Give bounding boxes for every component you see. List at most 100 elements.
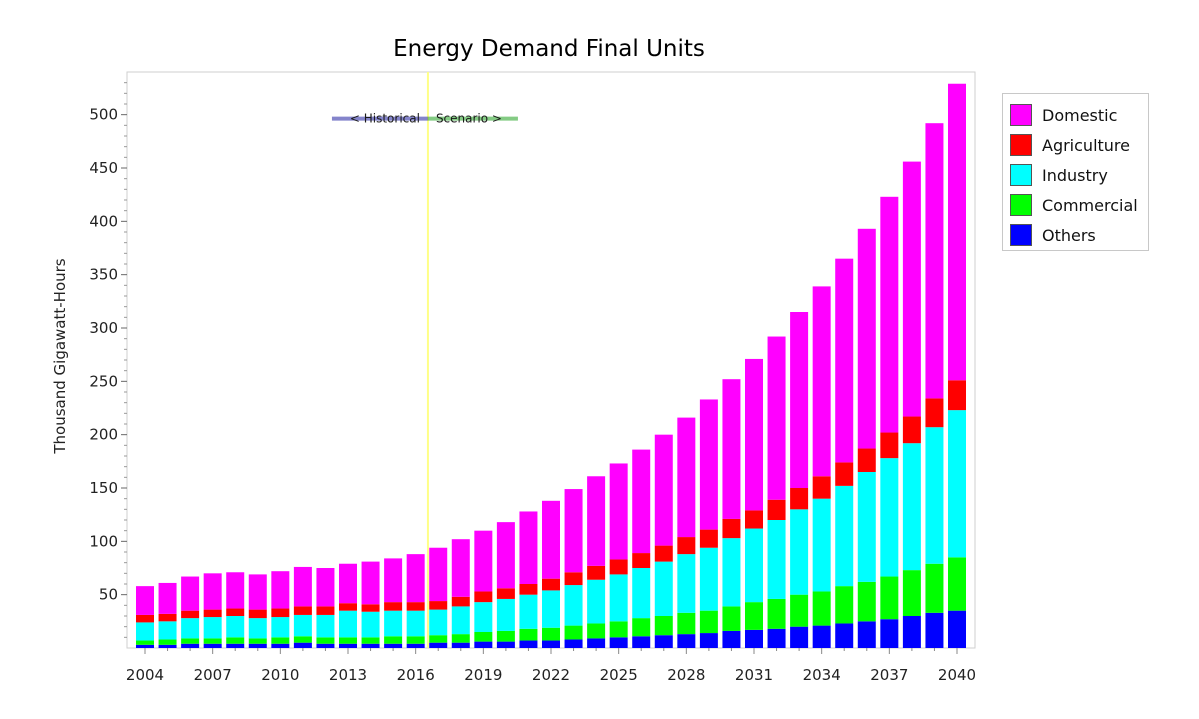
bar-agriculture-2040 [948,380,966,411]
bar-domestic-2030 [722,379,741,519]
y-tick-label: 450 [89,159,118,177]
bar-domestic-2033 [790,312,809,488]
bar-industry-2035 [835,485,854,587]
bar-others-2005 [158,644,177,648]
bar-agriculture-2006 [181,610,200,619]
bar-domestic-2004 [136,586,154,615]
bar-domestic-2013 [339,563,357,604]
bar-agriculture-2004 [136,614,154,623]
bar-agriculture-2025 [609,559,628,575]
bar-agriculture-2009 [248,609,267,619]
bar-agriculture-2019 [474,591,493,603]
bar-others-2038 [902,616,921,648]
bar-commercial-2025 [609,621,628,638]
bar-domestic-2021 [519,511,538,584]
bar-domestic-2018 [451,539,470,597]
bar-others-2037 [880,619,899,648]
bar-domestic-2040 [948,83,966,381]
bar-industry-2010 [271,617,290,638]
bar-others-2008 [226,643,245,648]
bar-others-2036 [857,621,876,648]
bar-others-2018 [451,642,470,648]
bar-domestic-2008 [226,572,245,609]
bar-commercial-2010 [271,637,290,644]
bar-commercial-2036 [857,581,876,622]
legend-item-commercial: Commercial [1003,190,1148,220]
legend-swatch-domestic [1010,104,1032,126]
bar-agriculture-2034 [812,476,831,499]
bar-domestic-2025 [609,463,628,560]
bar-domestic-2038 [902,161,921,417]
bar-industry-2037 [880,458,899,577]
bar-domestic-2010 [271,571,290,609]
legend-label-commercial: Commercial [1042,195,1138,215]
x-tick-label: 2034 [803,666,841,684]
bar-agriculture-2005 [158,613,177,622]
chart-title: Energy Demand Final Units [393,36,705,62]
bar-agriculture-2037 [880,432,899,459]
bar-agriculture-2021 [519,584,538,595]
bar-agriculture-2039 [925,398,944,428]
x-tick-label: 2028 [667,666,705,684]
x-tick-label: 2007 [194,666,232,684]
bar-agriculture-2008 [226,608,245,616]
bar-industry-2007 [203,617,222,639]
y-axis-label: Thousand Gigawatt-Hours [51,258,69,454]
bar-commercial-2011 [293,636,312,643]
bar-agriculture-2031 [745,510,763,529]
y-tick-label: 50 [99,586,118,604]
legend-label-agriculture: Agriculture [1042,135,1130,155]
bar-industry-2018 [451,606,470,635]
bar-agriculture-2011 [293,606,312,615]
bar-commercial-2022 [542,627,560,641]
bar-others-2026 [632,636,651,648]
y-tick-label: 350 [89,266,118,284]
x-tick-label: 2019 [464,666,502,684]
bar-agriculture-2032 [767,499,786,520]
bar-others-2040 [948,610,966,648]
x-tick-label: 2037 [870,666,908,684]
bar-agriculture-2027 [654,545,673,562]
bar-others-2027 [654,635,673,648]
bar-others-2013 [339,643,357,648]
bar-agriculture-2028 [677,537,696,555]
bar-commercial-2040 [948,557,966,611]
bar-others-2023 [564,639,583,648]
legend-swatch-others [1010,224,1032,246]
bar-others-2030 [722,630,741,648]
legend-label-others: Others [1042,225,1096,245]
bar-others-2020 [496,641,515,648]
bar-commercial-2019 [474,632,493,642]
bar-agriculture-2012 [316,606,335,615]
bar-commercial-2038 [902,570,921,616]
bar-industry-2032 [767,520,786,599]
bar-commercial-2020 [496,630,515,642]
bar-commercial-2033 [790,594,809,627]
legend-swatch-industry [1010,164,1032,186]
bar-industry-2016 [406,610,425,637]
bar-domestic-2032 [767,336,786,500]
bar-others-2019 [474,641,493,648]
bar-domestic-2005 [158,582,177,614]
y-tick-label: 250 [89,372,118,390]
bar-commercial-2035 [835,586,854,624]
bar-agriculture-2035 [835,462,854,486]
x-tick-label: 2040 [938,666,976,684]
bar-industry-2005 [158,621,177,640]
x-tick-label: 2031 [735,666,773,684]
legend-swatch-commercial [1010,194,1032,216]
bar-industry-2036 [857,472,876,582]
bar-others-2024 [587,638,606,648]
plot-area: 50 100 150 200 250 300 350 400 450 500 2004 2007 201… [89,71,976,684]
y-tick-label: 500 [89,106,118,124]
legend-label-industry: Industry [1042,165,1108,185]
bar-domestic-2029 [699,399,718,530]
bar-industry-2011 [293,614,312,637]
bar-others-2010 [271,643,290,648]
bar-commercial-2030 [722,606,741,631]
bar-domestic-2039 [925,123,944,399]
bar-others-2032 [767,628,786,648]
bar-domestic-2017 [429,547,448,602]
bar-commercial-2008 [226,637,245,644]
bar-domestic-2022 [542,500,560,579]
